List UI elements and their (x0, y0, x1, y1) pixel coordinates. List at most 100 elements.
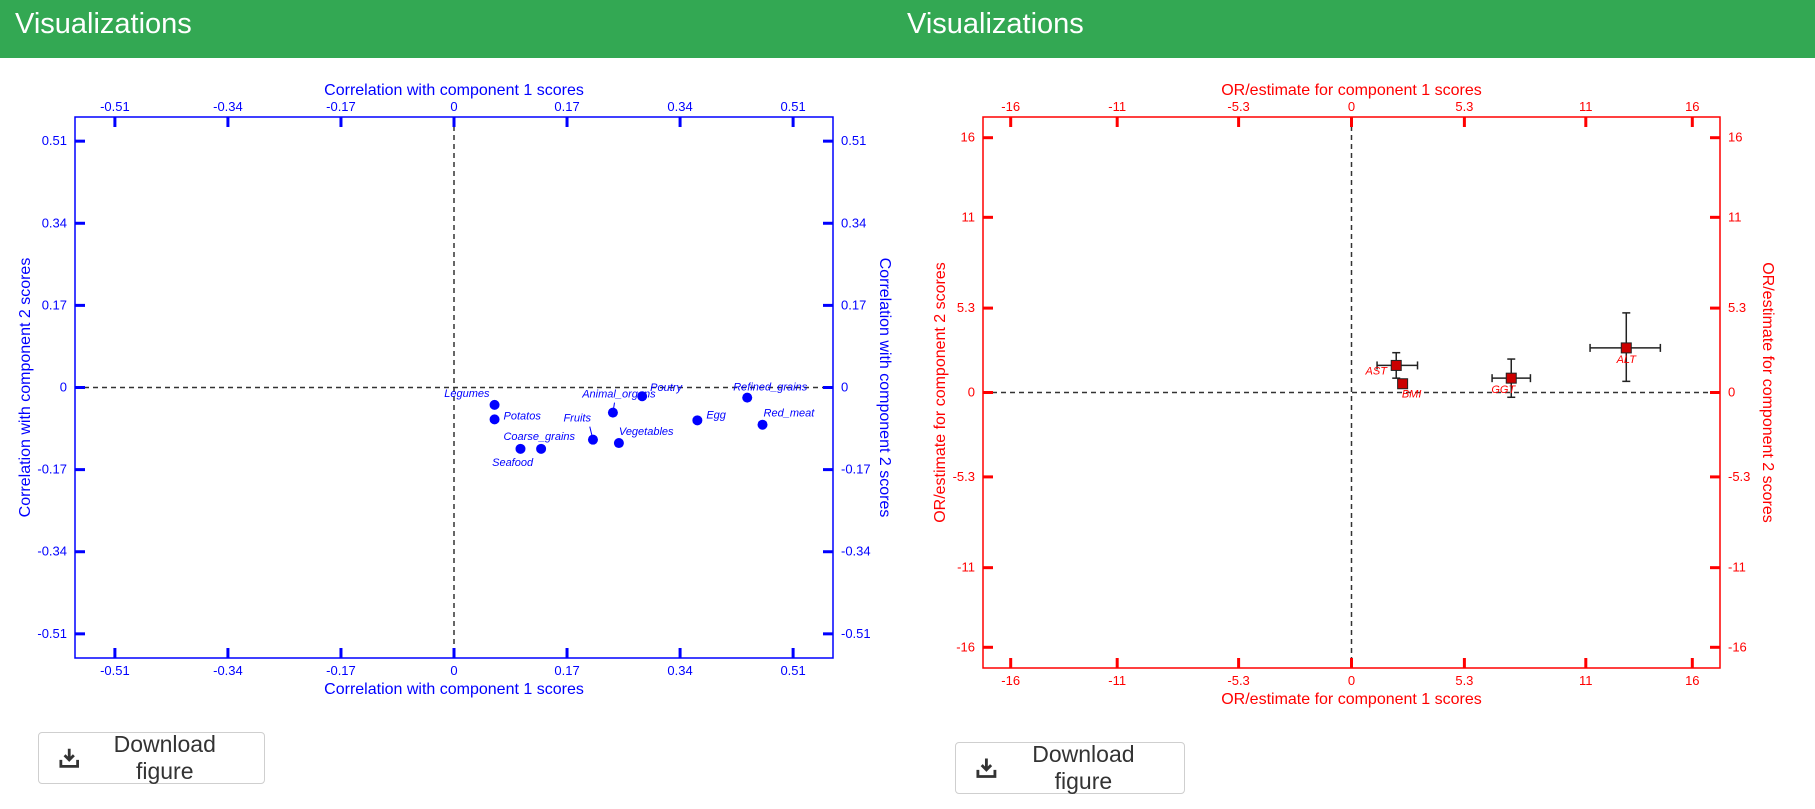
y-axis-title-right: OR/estimate for component 2 scores (1759, 262, 1776, 523)
y-tick-label-left: -5.3 (953, 469, 975, 484)
data-point (489, 414, 500, 425)
x-axis-title-bottom: OR/estimate for component 1 scores (1221, 691, 1482, 708)
point-label: Legumes (444, 388, 490, 400)
y-tick-label-left: 16 (961, 130, 975, 145)
x-tick-label-bottom: -0.51 (100, 663, 130, 678)
y-axis-title-right: Correlation with component 2 scores (876, 258, 893, 518)
correlation-chart: -0.51 -0.51 -0.34 -0.34 -0.17 -0.17 0 0 0.17 0.17… (17, 82, 893, 698)
y-tick-label-right: -0.34 (841, 544, 871, 559)
y-tick-label-left: 0.51 (42, 133, 67, 148)
panel-title: Visualizations (893, 0, 1815, 58)
y-tick-label-left: 11 (962, 209, 976, 224)
data-point (637, 391, 648, 402)
point-label: Poutry (650, 382, 683, 394)
y-tick-label-right: 0.34 (841, 215, 866, 230)
data-point (489, 399, 500, 410)
point-label: BMI (1402, 389, 1422, 401)
x-tick-label-top: -0.51 (100, 99, 130, 114)
x-axis-title-top: OR/estimate for component 1 scores (1221, 82, 1482, 99)
point-label: Fruits (563, 413, 591, 425)
x-tick-label-top: -0.34 (213, 99, 243, 114)
x-tick-label-bottom: 11 (1579, 673, 1593, 688)
x-tick-label-bottom: 0.51 (780, 663, 805, 678)
x-tick-label-top: 16 (1685, 99, 1699, 114)
x-tick-label-bottom: 0 (450, 663, 457, 678)
y-tick-label-left: -16 (956, 639, 975, 654)
label-leader-line (612, 402, 616, 413)
x-tick-label-top: 11 (1579, 99, 1593, 114)
y-tick-label-left: 5.3 (957, 300, 975, 315)
y-tick-label-left: 0.34 (42, 215, 67, 230)
y-tick-label-left: -11 (957, 560, 975, 575)
left-panel: Visualizations -0.51 -0.51 -0.34 -0.34 -0.17… (0, 0, 893, 809)
point-label: Vegetables (619, 426, 674, 438)
y-tick-label-right: 0 (1728, 385, 1735, 400)
x-tick-label-bottom: -0.34 (213, 663, 243, 678)
data-point (1505, 372, 1517, 384)
x-tick-label-top: -11 (1108, 99, 1126, 114)
x-tick-label-bottom: -0.17 (326, 663, 356, 678)
x-tick-label-top: 0 (1348, 99, 1355, 114)
point-label: ALT (1616, 354, 1638, 366)
data-point (613, 438, 624, 449)
download-figure-button[interactable]: Download figure (38, 731, 265, 784)
x-tick-label-top: 0.34 (667, 99, 692, 114)
panel-title: Visualizations (0, 0, 893, 58)
download-figure-button[interactable]: Download figure (955, 741, 1185, 794)
data-point (1397, 378, 1409, 390)
x-tick-label-top: -0.17 (326, 99, 356, 114)
data-point (692, 415, 703, 426)
y-tick-label-left: 0.17 (42, 297, 67, 312)
x-tick-label-top: -5.3 (1227, 99, 1249, 114)
y-tick-label-right: 0.17 (841, 297, 866, 312)
data-point (1390, 359, 1402, 371)
x-axis-title-bottom: Correlation with component 1 scores (324, 681, 584, 698)
x-tick-label-bottom: 0 (1348, 673, 1355, 688)
point-label: Egg (706, 409, 726, 421)
data-point (536, 443, 547, 454)
x-tick-label-top: 0 (450, 99, 457, 114)
y-tick-label-left: 0 (60, 380, 67, 395)
y-tick-label-left: -0.17 (37, 462, 67, 477)
x-tick-label-bottom: 0.17 (554, 663, 579, 678)
x-tick-label-bottom: 16 (1685, 673, 1699, 688)
right-panel: Visualizations -16 -16 -11 -11 -5.3 -5.3 0 0 5.3… (893, 0, 1815, 809)
download-button-label: Download figure (1032, 741, 1135, 794)
x-tick-label-bottom: -11 (1108, 673, 1126, 688)
x-tick-label-top: 0.51 (780, 99, 805, 114)
point-label: GGT (1491, 384, 1516, 396)
x-tick-label-bottom: -16 (1001, 673, 1020, 688)
data-point (515, 443, 526, 454)
y-tick-label-right: -0.51 (841, 626, 871, 641)
download-icon (59, 748, 79, 768)
x-tick-label-bottom: -5.3 (1227, 673, 1249, 688)
point-label: Seafood (492, 457, 534, 469)
y-tick-label-right: 5.3 (1728, 300, 1746, 315)
y-axis-title-left: Correlation with component 2 scores (17, 258, 34, 518)
y-tick-label-right: 11 (1728, 209, 1742, 224)
point-label: Refined_grains (733, 382, 807, 394)
y-tick-label-right: -0.17 (841, 462, 871, 477)
x-axis-title-top: Correlation with component 1 scores (324, 82, 584, 99)
label-leader-line (589, 426, 594, 440)
y-tick-label-left: 0 (968, 385, 975, 400)
y-tick-label-right: -16 (1728, 639, 1747, 654)
y-tick-label-right: 0.51 (841, 133, 866, 148)
x-tick-label-top: 0.17 (554, 99, 579, 114)
x-tick-label-bottom: 0.34 (667, 663, 692, 678)
y-tick-label-left: -0.51 (37, 626, 67, 641)
x-tick-label-bottom: 5.3 (1455, 673, 1473, 688)
data-point (742, 392, 753, 403)
y-tick-label-right: 16 (1728, 130, 1742, 145)
x-tick-label-top: -16 (1001, 99, 1020, 114)
download-icon (976, 758, 997, 778)
y-axis-title-left: OR/estimate for component 2 scores (932, 262, 949, 523)
data-point (757, 419, 768, 430)
y-tick-label-right: 0 (841, 380, 848, 395)
point-label: Coarse_grains (503, 431, 575, 443)
point-label: Red_meat (764, 408, 816, 420)
download-button-label: Download figure (113, 731, 216, 784)
point-label: Potatos (504, 410, 542, 422)
x-tick-label-top: 5.3 (1455, 99, 1473, 114)
y-tick-label-right: -5.3 (1728, 469, 1750, 484)
